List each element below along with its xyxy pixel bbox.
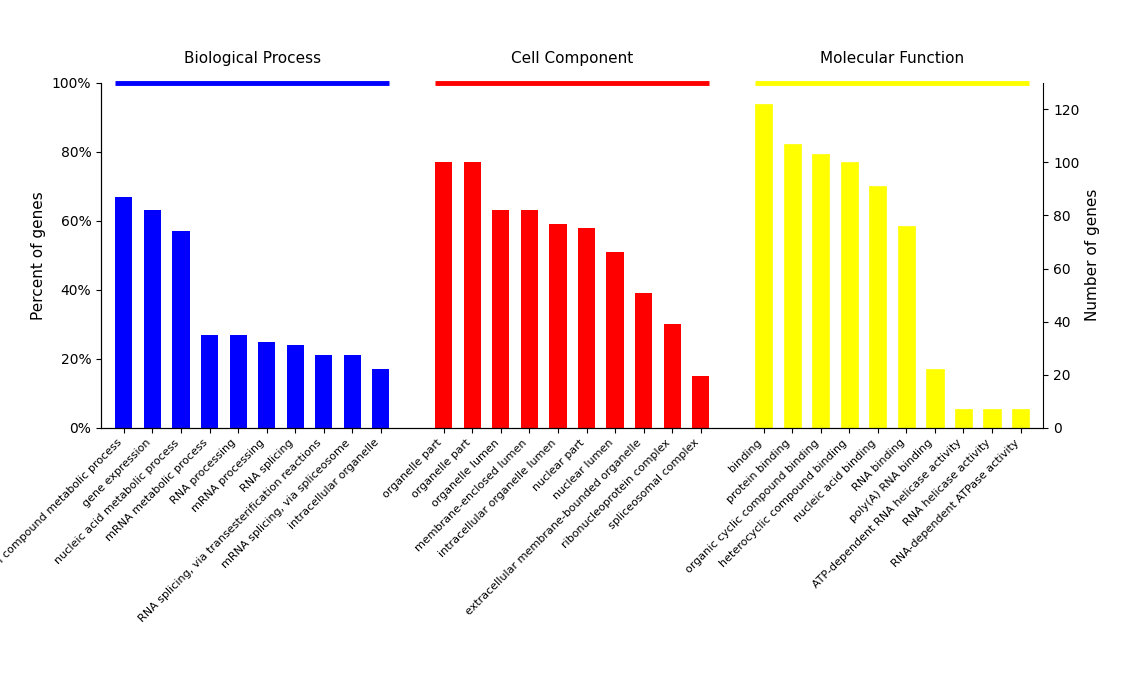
- Bar: [116, 197, 132, 428]
- Bar: [578, 228, 595, 428]
- Bar: [898, 226, 914, 428]
- Bar: [607, 252, 624, 428]
- Bar: [463, 162, 481, 428]
- Bar: [635, 293, 652, 428]
- Text: Cell Component: Cell Component: [512, 51, 633, 66]
- Bar: [230, 335, 247, 428]
- Bar: [435, 162, 452, 428]
- Bar: [783, 144, 801, 428]
- Bar: [343, 355, 361, 428]
- Bar: [493, 210, 509, 428]
- Bar: [286, 345, 304, 428]
- Bar: [258, 342, 275, 428]
- Y-axis label: Percent of genes: Percent of genes: [31, 191, 46, 319]
- Bar: [663, 324, 681, 428]
- Bar: [812, 155, 829, 428]
- Bar: [373, 369, 389, 428]
- Bar: [521, 210, 537, 428]
- Text: Biological Process: Biological Process: [184, 51, 321, 66]
- Bar: [315, 355, 332, 428]
- Bar: [955, 409, 972, 428]
- Bar: [984, 409, 1001, 428]
- Text: Molecular Function: Molecular Function: [820, 51, 964, 66]
- Bar: [1012, 409, 1029, 428]
- Bar: [144, 210, 160, 428]
- Bar: [755, 104, 772, 428]
- Bar: [870, 186, 886, 428]
- Bar: [840, 162, 858, 428]
- Bar: [692, 376, 709, 428]
- Bar: [550, 224, 567, 428]
- Bar: [201, 335, 218, 428]
- Y-axis label: Number of genes: Number of genes: [1085, 189, 1100, 322]
- Bar: [173, 231, 190, 428]
- Bar: [927, 369, 944, 428]
